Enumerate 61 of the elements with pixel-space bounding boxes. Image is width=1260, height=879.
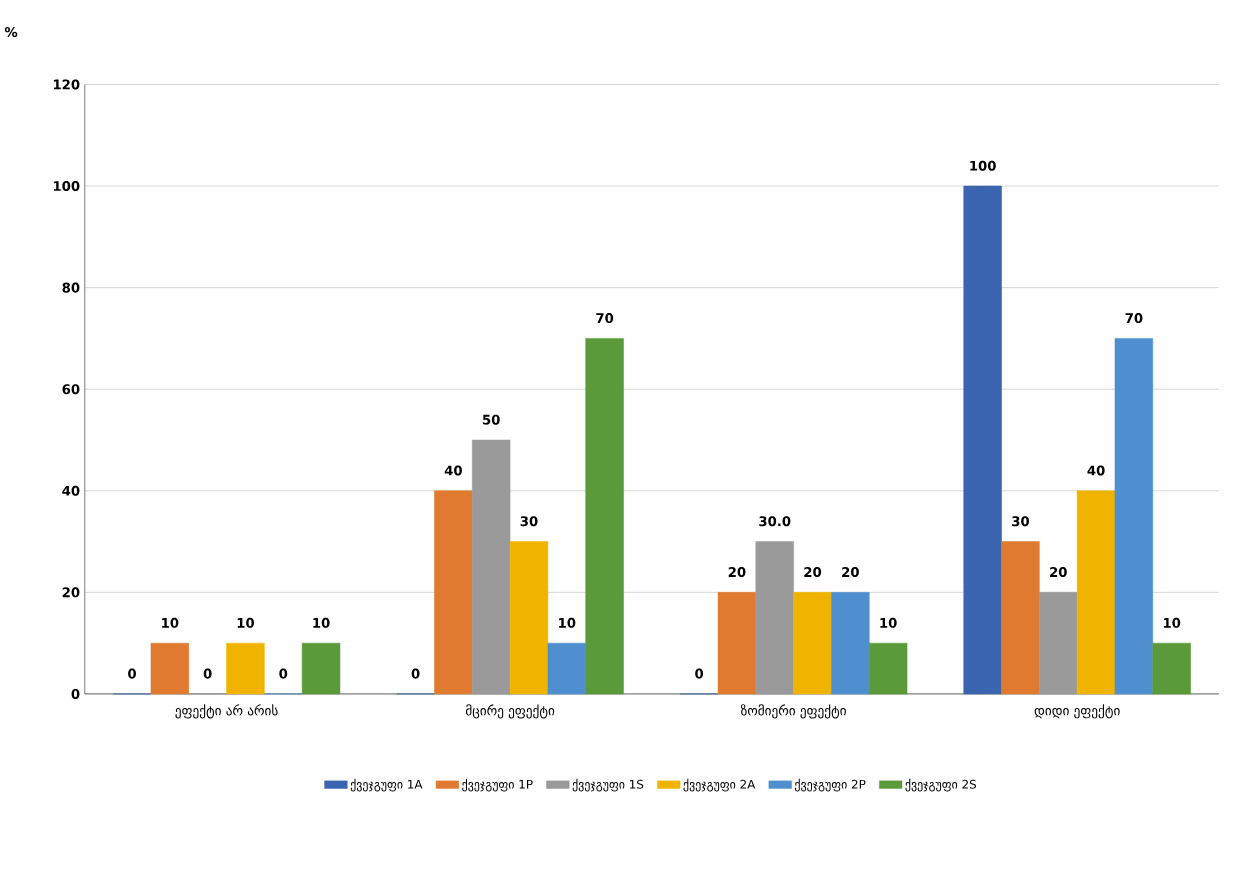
y-tick-label: 20 (62, 587, 80, 598)
data-label: 20 (728, 566, 746, 577)
data-label: 0 (128, 668, 137, 679)
data-label: 40 (444, 465, 462, 476)
legend-label: ქვეჯგუფი 2S (905, 778, 977, 792)
data-label: 0 (695, 668, 704, 679)
bar (1114, 337, 1154, 694)
x-tick-label: ეფექტი არ არის (175, 704, 278, 719)
data-label: 20 (842, 566, 859, 577)
legend-label: ქვეჯგუფი 1A (350, 778, 423, 792)
bar (755, 541, 794, 694)
data-label: 30.0 (759, 516, 791, 527)
data-label: 70 (1125, 312, 1143, 323)
legend-label: ქვეჯგუფი 1S (572, 778, 644, 792)
bar (585, 337, 624, 694)
y-tick-label: 80 (62, 282, 80, 293)
bar (434, 490, 473, 694)
bar (547, 642, 586, 694)
bar (1001, 541, 1040, 694)
y-axis-title: % (4, 26, 18, 37)
data-label: 10 (237, 617, 255, 628)
y-tick-label: 0 (71, 688, 80, 699)
y-tick-label: 120 (53, 79, 80, 90)
data-label: 30 (1012, 516, 1030, 527)
x-tick-label: მცირე ეფექტი (465, 704, 555, 719)
bar (150, 642, 190, 694)
bar (793, 591, 832, 694)
bar (868, 642, 908, 694)
x-tick-label: დიდი ეფექტი (1034, 704, 1120, 719)
data-label: 10 (313, 617, 330, 628)
bar (509, 541, 549, 694)
bar (1152, 642, 1191, 694)
bar (301, 642, 341, 694)
data-label: 70 (596, 312, 614, 323)
bar (1039, 591, 1078, 694)
bar (717, 591, 757, 694)
y-tick-label: 100 (53, 180, 80, 191)
data-label: 20 (804, 566, 822, 577)
data-label: 100 (970, 160, 996, 171)
data-label: 10 (880, 617, 897, 628)
legend-label: ქვეჯგუფი 1P (462, 778, 533, 792)
data-label: 10 (559, 617, 576, 628)
data-label: 40 (1087, 465, 1105, 476)
bar (1076, 490, 1116, 694)
data-label: 30 (520, 516, 538, 527)
legend-label: ქვეჯგუფი 2A (683, 778, 756, 792)
legend-label: ქვეჯგუფი 2P (794, 778, 866, 792)
x-tick-label: ზომიერი ეფექტი (740, 704, 846, 719)
y-tick-label: 60 (62, 383, 80, 394)
data-label: 10 (1163, 617, 1181, 628)
data-label: 0 (411, 668, 420, 679)
data-label: 10 (162, 617, 179, 628)
bar (831, 591, 870, 694)
data-label: 20 (1050, 566, 1067, 577)
y-tick-label: 40 (62, 485, 80, 496)
data-label: 50 (482, 414, 500, 425)
bar (963, 185, 1002, 694)
bar (472, 439, 511, 694)
bar (226, 642, 265, 694)
data-label: 0 (279, 668, 288, 679)
data-label: 0 (203, 668, 212, 679)
